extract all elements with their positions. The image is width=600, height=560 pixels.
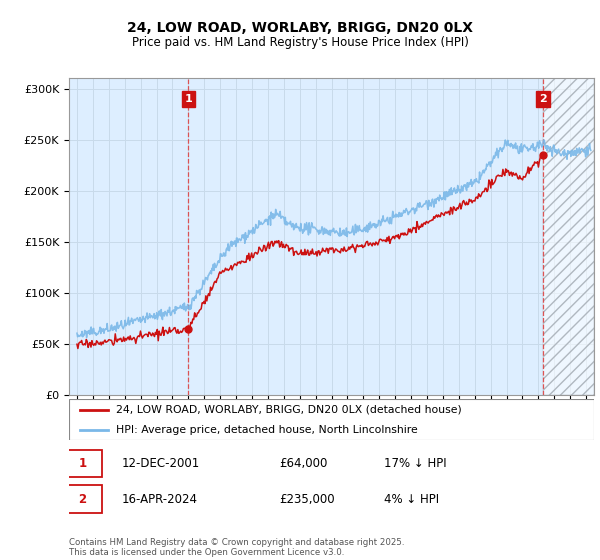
Bar xyxy=(543,78,594,395)
Text: 1: 1 xyxy=(79,457,87,470)
Text: 4% ↓ HPI: 4% ↓ HPI xyxy=(384,493,439,506)
FancyBboxPatch shape xyxy=(69,399,594,440)
FancyBboxPatch shape xyxy=(64,450,101,477)
Text: 16-APR-2024: 16-APR-2024 xyxy=(121,493,197,506)
Text: £64,000: £64,000 xyxy=(279,457,328,470)
Text: HPI: Average price, detached house, North Lincolnshire: HPI: Average price, detached house, Nort… xyxy=(116,425,418,435)
Text: 12-DEC-2001: 12-DEC-2001 xyxy=(121,457,200,470)
Text: 1: 1 xyxy=(184,94,192,104)
Text: 24, LOW ROAD, WORLABY, BRIGG, DN20 0LX (detached house): 24, LOW ROAD, WORLABY, BRIGG, DN20 0LX (… xyxy=(116,405,462,415)
Bar xyxy=(543,78,594,395)
Text: 24, LOW ROAD, WORLABY, BRIGG, DN20 0LX: 24, LOW ROAD, WORLABY, BRIGG, DN20 0LX xyxy=(127,21,473,35)
Text: Contains HM Land Registry data © Crown copyright and database right 2025.
This d: Contains HM Land Registry data © Crown c… xyxy=(69,538,404,557)
Text: Price paid vs. HM Land Registry's House Price Index (HPI): Price paid vs. HM Land Registry's House … xyxy=(131,36,469,49)
Text: £235,000: £235,000 xyxy=(279,493,335,506)
Text: 17% ↓ HPI: 17% ↓ HPI xyxy=(384,457,446,470)
Text: 2: 2 xyxy=(79,493,87,506)
Text: 2: 2 xyxy=(539,94,547,104)
FancyBboxPatch shape xyxy=(64,485,101,513)
